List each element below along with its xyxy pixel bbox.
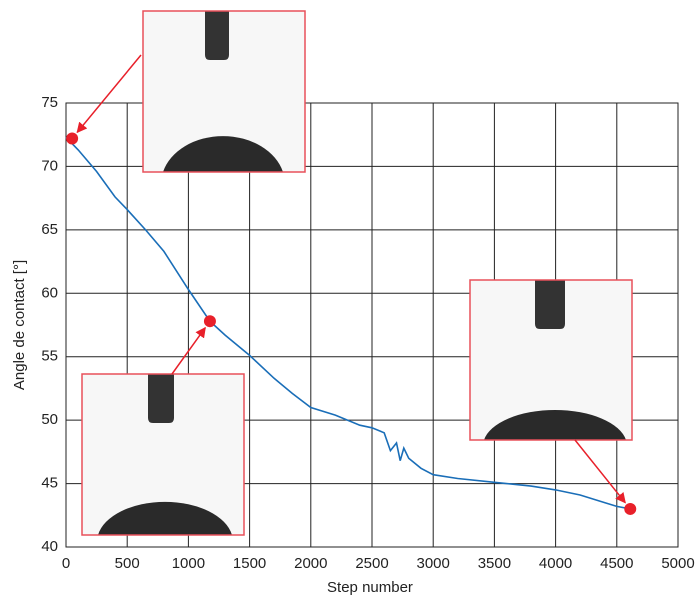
x-tick-label: 500 — [115, 555, 140, 572]
y-tick-label: 75 — [41, 94, 58, 111]
y-tick-label: 65 — [41, 221, 58, 238]
x-tick-label: 3500 — [478, 555, 511, 572]
x-tick-label: 2500 — [355, 555, 388, 572]
arrow — [76, 54, 142, 134]
inset-image — [470, 280, 632, 440]
x-tick-label: 1000 — [172, 555, 205, 572]
highlight-point — [66, 132, 79, 145]
highlight-point — [203, 315, 216, 328]
y-tick-label: 70 — [41, 157, 58, 174]
inset-image — [143, 11, 305, 172]
y-tick-label: 55 — [41, 348, 58, 365]
x-tick-label: 4500 — [600, 555, 633, 572]
y-tick-label: 40 — [41, 538, 58, 555]
arrow — [171, 326, 206, 375]
data-line — [65, 136, 631, 510]
inset-image — [82, 374, 244, 535]
x-tick-label: 2000 — [294, 555, 327, 572]
arrow — [574, 439, 626, 504]
x-tick-label: 4000 — [539, 555, 572, 572]
y-tick-label: 50 — [41, 411, 58, 428]
x-tick-label: 1500 — [233, 555, 266, 572]
x-tick-label: 0 — [62, 555, 70, 572]
x-tick-label: 5000 — [661, 555, 694, 572]
insets — [81, 10, 633, 536]
y-tick-label: 60 — [41, 284, 58, 301]
x-axis-label: Step number — [327, 579, 413, 596]
y-tick-label: 45 — [41, 475, 58, 492]
highlight-point — [624, 502, 637, 515]
x-tick-label: 3000 — [417, 555, 450, 572]
y-axis-label: Angle de contact [°] — [11, 260, 28, 390]
